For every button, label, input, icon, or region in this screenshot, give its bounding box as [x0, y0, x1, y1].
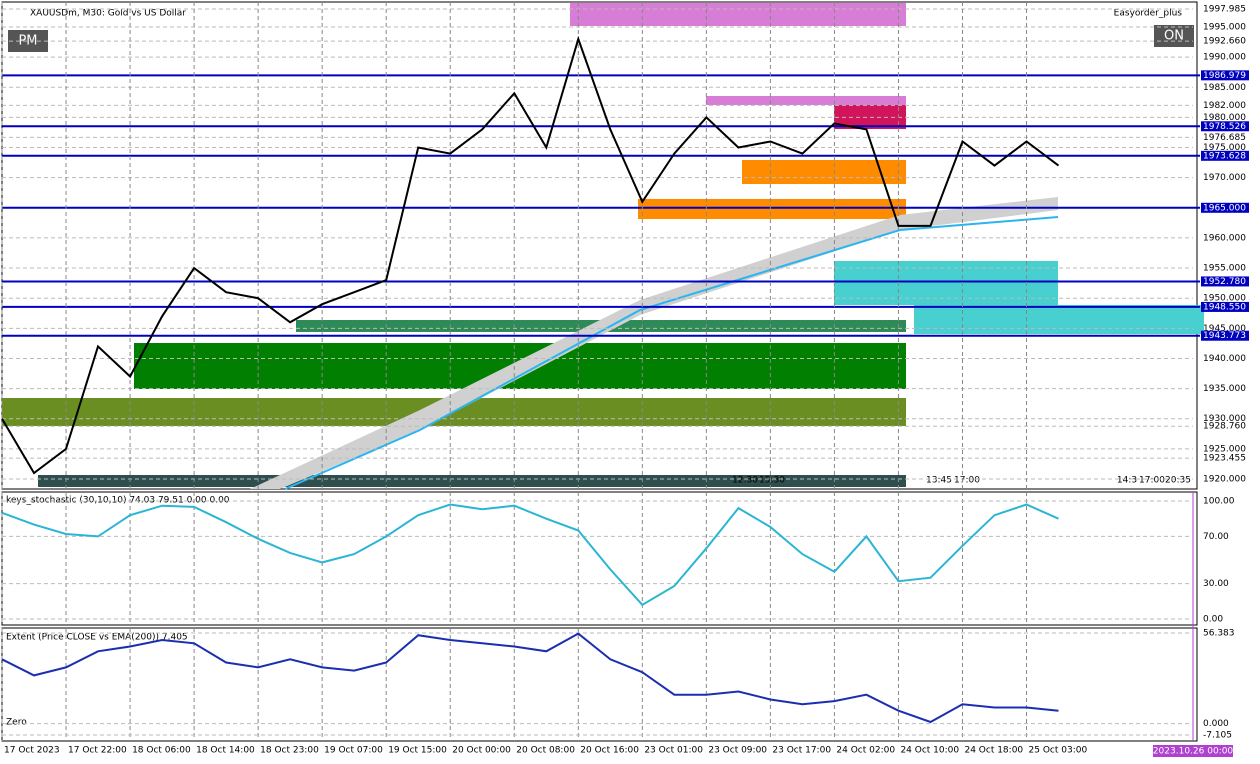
- time-marker: 20:35: [1165, 476, 1191, 486]
- x-tick-label: 18 Oct 23:00: [260, 746, 319, 756]
- x-tick-label: 17 Oct 2023: [4, 746, 60, 756]
- y-tick-label: 1990.000: [1203, 53, 1246, 63]
- level-label: 1973.628: [1203, 151, 1246, 161]
- level-label: 1952.780: [1203, 277, 1246, 287]
- y-tick-label: 1950.000: [1203, 294, 1246, 304]
- level-label: 1965.000: [1203, 203, 1246, 213]
- level-box: [1201, 70, 1249, 81]
- level-label: 1948.550: [1203, 302, 1246, 312]
- x-tick-label: 19 Oct 07:00: [324, 746, 383, 756]
- zone: [38, 475, 906, 487]
- level-box: [1201, 301, 1249, 312]
- y-tick-label: 70.00: [1203, 532, 1229, 542]
- x-tick-label: 23 Oct 09:00: [708, 746, 767, 756]
- time-marker: 17:00: [1139, 476, 1165, 486]
- pm-label[interactable]: PM: [18, 34, 37, 49]
- expert-name: Easyorder_plus: [1114, 9, 1183, 19]
- x-tick-label: 23 Oct 01:00: [644, 746, 703, 756]
- y-tick-label: 1992.660: [1203, 37, 1246, 47]
- x-tick-label: 18 Oct 06:00: [132, 746, 191, 756]
- y-tick-label: -7.105: [1203, 731, 1232, 741]
- time-marker: 15:30: [759, 476, 785, 486]
- time-marker: 14:3: [1117, 476, 1137, 486]
- zone: [638, 199, 906, 219]
- level-box: [1201, 330, 1249, 341]
- level-box: [1201, 202, 1249, 213]
- main-panel: [1, 1, 1198, 490]
- extent-title: Extent (Price CLOSE vs EMA(200)) 7.405: [6, 633, 188, 643]
- ema-line: [284, 216, 1059, 490]
- y-tick-label: 1928.760: [1203, 422, 1246, 432]
- series-line: [1, 632, 1059, 724]
- y-tick-label: 1940.000: [1203, 354, 1246, 364]
- level-box: [1201, 121, 1249, 132]
- x-tick-label: 24 Oct 10:00: [900, 746, 959, 756]
- y-tick-label: 1945.000: [1203, 324, 1246, 334]
- zone: [706, 96, 906, 105]
- level-label: 1943.773: [1203, 331, 1246, 341]
- x-tick-label: 24 Oct 02:00: [836, 746, 895, 756]
- y-tick-label: 1995.000: [1203, 22, 1246, 32]
- y-tick-label: 0.000: [1203, 719, 1229, 729]
- level-box: [1201, 150, 1249, 161]
- zero-label: Zero: [6, 718, 27, 728]
- y-tick-label: 56.383: [1203, 629, 1235, 639]
- y-tick-label: 100.00: [1203, 497, 1235, 507]
- zone: [914, 305, 1204, 334]
- y-tick-label: 1975.000: [1203, 143, 1246, 153]
- y-tick-label: 1976.685: [1203, 133, 1246, 143]
- x-tick-label: 20 Oct 08:00: [516, 746, 575, 756]
- y-tick-label: 1930.000: [1203, 414, 1246, 424]
- series-line: [1, 35, 1060, 475]
- x-tick-label: 23 Oct 17:00: [772, 746, 831, 756]
- x-tick-label: 17 Oct 22:00: [68, 746, 127, 756]
- y-tick-label: 30.00: [1203, 579, 1229, 589]
- y-tick-label: 1997.985: [1203, 5, 1246, 15]
- y-tick-label: 1982.000: [1203, 101, 1246, 111]
- time-marker: 12:30: [732, 476, 758, 486]
- y-tick-label: 0.00: [1203, 615, 1223, 625]
- cursor-time: 2023.10.26 00:00: [1153, 747, 1234, 757]
- y-tick-label: 1920.000: [1203, 475, 1246, 485]
- zone: [570, 3, 906, 26]
- symbol-title: XAUUSDm, M30: Gold vs US Dollar: [30, 9, 186, 19]
- y-tick-label: 1955.000: [1203, 264, 1246, 274]
- level-label: 1986.979: [1203, 71, 1246, 81]
- x-tick-label: 24 Oct 18:00: [964, 746, 1023, 756]
- time-marker: 13:45: [926, 476, 952, 486]
- y-tick-label: 1960.000: [1203, 233, 1246, 243]
- y-tick-label: 1925.000: [1203, 444, 1246, 454]
- level-box: [1201, 276, 1249, 287]
- level-label: 1978.526: [1203, 122, 1246, 132]
- on-label[interactable]: ON: [1164, 29, 1184, 44]
- ma-band: [250, 197, 1058, 489]
- y-tick-label: 1970.000: [1203, 173, 1246, 183]
- series-line: [1, 503, 1059, 607]
- y-tick-label: 1985.000: [1203, 83, 1246, 93]
- cursor-box: [1153, 745, 1233, 757]
- x-tick-label: 20 Oct 16:00: [580, 746, 639, 756]
- time-marker: 17:00: [954, 476, 980, 486]
- x-tick-label: 25 Oct 03:00: [1029, 746, 1088, 756]
- y-tick-label: 1980.000: [1203, 113, 1246, 123]
- y-tick-label: 1923.455: [1203, 454, 1246, 464]
- x-tick-label: 20 Oct 00:00: [452, 746, 511, 756]
- pm-button[interactable]: [8, 30, 48, 52]
- x-tick-label: 18 Oct 14:00: [196, 746, 255, 756]
- y-tick-label: 1935.000: [1203, 384, 1246, 394]
- x-tick-label: 19 Oct 15:00: [388, 746, 447, 756]
